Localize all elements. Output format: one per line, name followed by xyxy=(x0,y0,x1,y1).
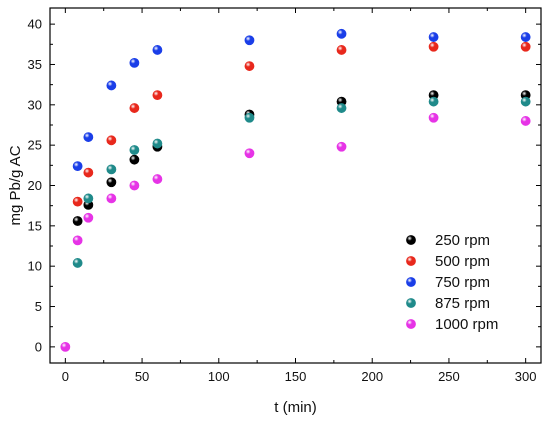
data-point xyxy=(152,90,163,101)
data-point xyxy=(129,145,140,155)
data-point xyxy=(428,41,439,52)
data-points xyxy=(60,28,531,352)
x-tick-label: 50 xyxy=(135,369,149,384)
legend-marker xyxy=(406,277,416,287)
legend-marker xyxy=(406,256,416,266)
data-point xyxy=(152,138,163,149)
data-point xyxy=(428,96,439,107)
data-point xyxy=(106,177,117,188)
data-point xyxy=(244,148,255,159)
data-point xyxy=(72,235,83,246)
data-point xyxy=(129,154,140,165)
data-point xyxy=(129,57,140,68)
data-point xyxy=(520,96,531,107)
y-tick-label: 40 xyxy=(28,17,42,32)
legend-label: 1000 rpm xyxy=(435,316,498,333)
y-tick-label: 15 xyxy=(28,218,42,233)
data-point xyxy=(244,35,255,46)
data-point xyxy=(106,193,117,204)
legend-marker xyxy=(406,298,416,308)
data-point xyxy=(244,61,255,71)
data-point xyxy=(428,32,439,42)
data-point xyxy=(244,112,255,123)
legend: 250 rpm 500 rpm 750 rpm 875 rpm 1000 rpm xyxy=(406,232,498,333)
data-point xyxy=(72,161,83,172)
legend-marker xyxy=(406,319,416,329)
data-point xyxy=(60,341,71,352)
y-tick-label: 0 xyxy=(35,339,42,354)
legend-label: 250 rpm xyxy=(435,232,490,249)
data-point xyxy=(72,258,83,268)
y-tick-label: 20 xyxy=(28,178,42,193)
y-tick-label: 5 xyxy=(35,299,42,314)
data-point xyxy=(129,180,140,191)
data-point xyxy=(520,41,531,52)
data-point xyxy=(152,174,163,184)
data-point xyxy=(336,141,347,152)
legend-label: 500 rpm xyxy=(435,253,490,270)
data-point xyxy=(152,45,163,55)
data-point xyxy=(72,196,83,207)
x-tick-label: 0 xyxy=(62,369,69,384)
y-tick-label: 35 xyxy=(28,57,42,72)
data-point xyxy=(106,164,117,175)
x-axis-label: t (min) xyxy=(274,399,317,416)
x-tick-label: 200 xyxy=(361,369,383,384)
y-axis: 0 5 10 15 20 25 30 35 40 xyxy=(28,17,541,354)
y-tick-label: 30 xyxy=(28,97,42,112)
data-point xyxy=(83,167,94,178)
data-point xyxy=(428,112,439,123)
data-point xyxy=(520,116,531,126)
legend-marker xyxy=(406,235,416,245)
y-tick-label: 10 xyxy=(28,259,42,274)
y-axis-label: mg Pb/g AC xyxy=(7,145,24,225)
x-tick-label: 300 xyxy=(515,369,537,384)
legend-label: 875 rpm xyxy=(435,295,490,312)
x-axis: 0 50 100 150 200 250 300 xyxy=(62,8,537,384)
data-point xyxy=(72,216,83,226)
x-tick-label: 100 xyxy=(208,369,230,384)
data-point xyxy=(83,212,94,223)
data-point xyxy=(520,32,531,42)
data-point xyxy=(83,132,94,142)
data-point xyxy=(336,103,347,113)
x-tick-label: 250 xyxy=(438,369,460,384)
data-point xyxy=(336,28,347,39)
data-point xyxy=(83,193,94,204)
data-point xyxy=(106,135,117,146)
y-tick-label: 25 xyxy=(28,138,42,153)
data-point xyxy=(129,103,140,113)
data-point xyxy=(336,45,347,55)
x-tick-label: 150 xyxy=(285,369,307,384)
legend-label: 750 rpm xyxy=(435,274,490,291)
data-point xyxy=(106,80,117,91)
